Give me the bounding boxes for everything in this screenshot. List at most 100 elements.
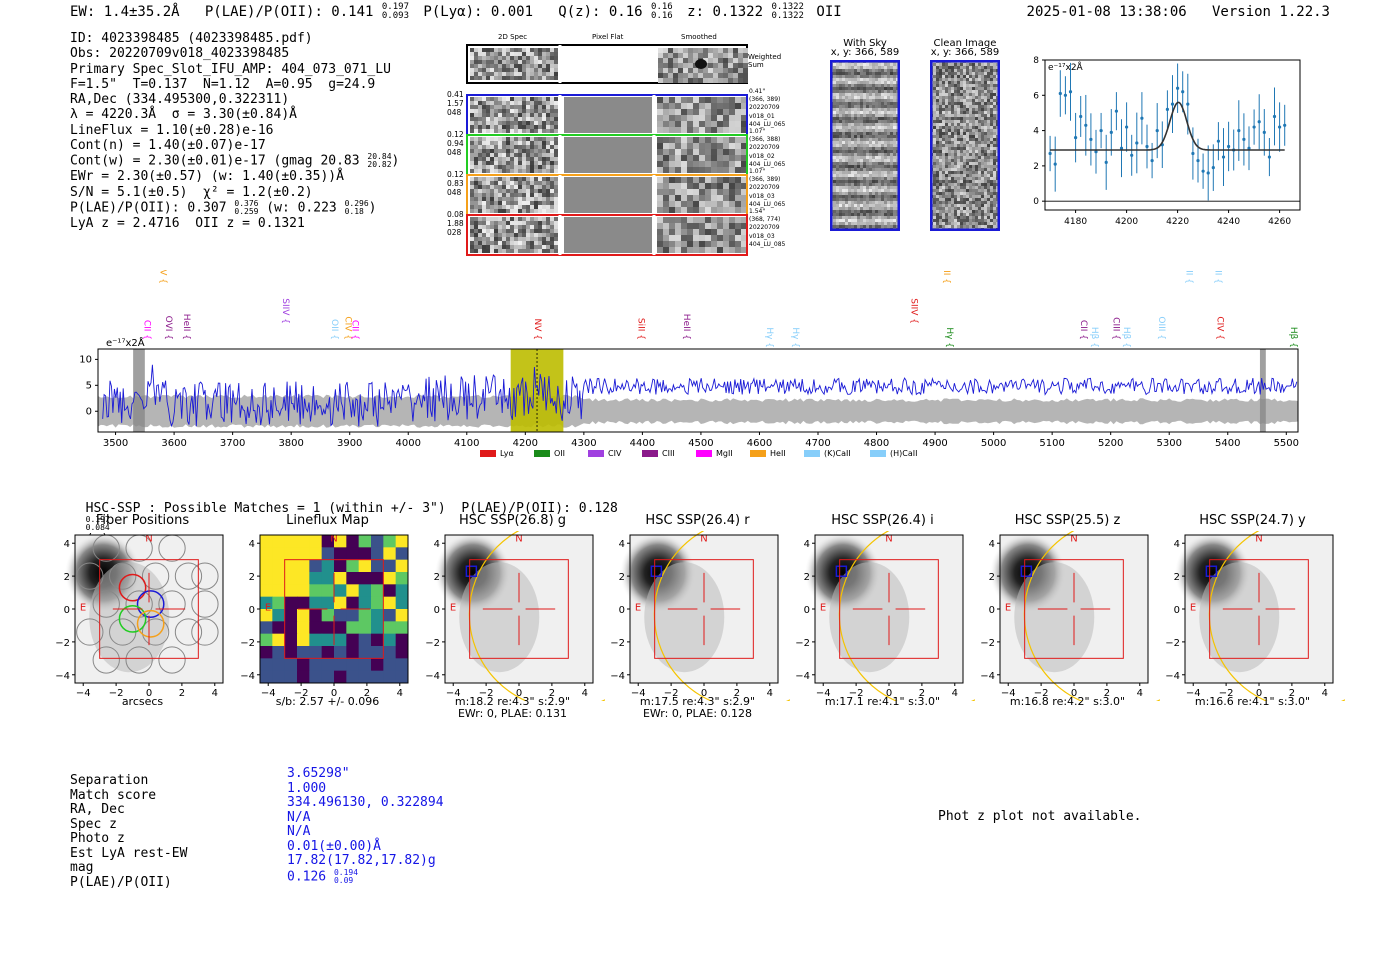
search-box: [1209, 559, 1309, 659]
cutout-title: HSC SSP(26.4) i: [831, 513, 934, 528]
fiber-circle: [141, 618, 170, 646]
fit-point: [1109, 130, 1113, 134]
fit-model-curve: [1050, 101, 1285, 151]
match-box: [650, 565, 663, 577]
cutout-y-tick: 4: [804, 539, 810, 550]
legend-swatch-3: [642, 450, 658, 457]
cutout-x-tick: 2: [179, 688, 185, 699]
spectrum-x-tick: 4300: [571, 438, 596, 449]
cutout-x-tick: −2: [849, 688, 864, 699]
cutout-panel-0: Fiber Positions N E −4 −4 −2 −2 0 0 2 2 4 4 arcsecs: [50, 513, 235, 728]
spectrum-x-tick: 4900: [922, 438, 947, 449]
cutout-y-tick: 0: [804, 605, 810, 616]
plae-hi: 0.197: [381, 2, 409, 12]
with-sky-coords: x, y: 366, 589: [830, 47, 900, 58]
cutout-x-tick: 2: [734, 688, 740, 699]
cutout-x-tick: 2: [919, 688, 925, 699]
cutout-y-tick: −2: [795, 638, 810, 649]
fit-point: [1094, 150, 1098, 154]
cutout-x-tick: −4: [261, 688, 276, 699]
cutout-image: N E −4 −4 −2 −2 0 0 2 2 4 4: [1165, 531, 1345, 701]
match-value-mag: 17.82(17.82,17.82)g: [287, 853, 436, 868]
with-sky-image: [829, 59, 902, 232]
info-line-contw: Cont(w) = 2.30(±0.01)e-17 (gmag 20.83 20…: [70, 152, 400, 170]
summary-header: EW: 1.4±35.2Å P(LAE)/P(OII): 0.141 0.197…: [70, 3, 842, 21]
match-value-radec: 334.496130, 0.322894: [287, 795, 444, 810]
fit-point: [1053, 162, 1057, 166]
plya-value: P(Lyα): 0.001: [423, 4, 533, 20]
fit-point: [1165, 107, 1169, 112]
clean-image-stamp: Clean Image x, y: 366, 589: [920, 38, 1010, 235]
north-label: N: [145, 534, 152, 545]
fit-point: [1221, 155, 1226, 159]
twod-left-label-0: 0.41 1.57 048: [447, 90, 464, 117]
spectrum-y-tick: 10: [79, 354, 92, 365]
cutout-y-tick: −2: [980, 638, 995, 649]
cutout-y-tick: 4: [989, 539, 995, 550]
qz-hi: 0.16: [651, 2, 673, 12]
twod-right-label-3: 1.54" (368, 774) 20220709 v018_03 404_LU_085: [749, 208, 786, 248]
full-spectrum-plot: 0 5 10 3500 3600 3700 3800 3900 4000 4100 4200 4300…: [79, 270, 1299, 458]
spectral-line-label: CII {: [350, 320, 360, 340]
cutout-y-tick: 2: [64, 572, 70, 583]
north-label: N: [515, 534, 522, 545]
z-lo: 0.1322: [771, 11, 804, 21]
cutout-x-tick: 2: [1289, 688, 1295, 699]
search-box: [99, 559, 199, 659]
fiber-circle: [76, 562, 104, 590]
twod-right-label-2: 1.07" (366, 389) 20220709 v018_03 404_LU_065: [749, 168, 786, 208]
spectral-line-label: CIII {: [1111, 317, 1121, 340]
spectral-line-label: SiII {: [635, 318, 645, 340]
cutout-x-tick: −2: [1034, 688, 1049, 699]
spectrum-y-tick: 0: [86, 406, 92, 417]
fit-point: [1252, 125, 1256, 129]
spectral-line-label: Hγ {: [790, 327, 800, 348]
twod-col-title-smooth: Smoothed: [681, 33, 717, 41]
legend-label-4: MgII: [716, 449, 733, 458]
spectrum-x-tick: 4600: [747, 438, 772, 449]
spectral-line-label: CII {: [1078, 320, 1088, 340]
pixel-flat-3: [564, 217, 652, 253]
spectrum-error-band: [98, 394, 1298, 428]
cutout-panel-2: HSC SSP(26.8) g N E −4 −4 −2 −2 0 0 2 2 4 4 m:18.2 re…: [420, 513, 605, 728]
match-box: [1205, 565, 1218, 577]
spectrum-x-tick: 4100: [454, 438, 479, 449]
cutout-y-tick: 0: [249, 605, 255, 616]
spectrum-x-tick: 3700: [220, 438, 245, 449]
match-plae-lo: 0.09: [333, 875, 354, 885]
twod-right-label-1: 1.07" (366, 388) 20220709 v018_02 404_LU_065: [749, 128, 786, 168]
fit-y-tick: 8: [1033, 56, 1039, 66]
fit-point: [1150, 158, 1154, 163]
hsc-match-hi: 0.197: [85, 515, 110, 524]
cutout-image: N E −4 −4 −2 −2 0 0 2 2 4 4: [795, 531, 975, 701]
spectrum-y-tick: 5: [86, 380, 92, 391]
cutout-image: N E −4 −4 −2 −2 0 0 2 2 4 4: [610, 531, 790, 701]
twod-right-label-0: 0.41" (366, 389) 20220709 v018_01 404_LU_065: [749, 88, 786, 128]
spectrum-x-tick: 3500: [103, 438, 128, 449]
match-label-specz: Spec z: [70, 816, 117, 832]
legend-swatch-0: [480, 450, 496, 457]
fit-point: [1201, 169, 1205, 173]
detection-info: ID: 4023398485 (4023398485.pdf) Obs: 202…: [70, 31, 450, 231]
north-label: N: [885, 534, 892, 545]
fit-point: [1242, 137, 1246, 142]
match-box: [465, 565, 478, 577]
spectral-line-label: Hγ {: [944, 327, 954, 348]
cutout-y-tick: −4: [55, 671, 70, 682]
cutout-caption: m:17.5 re:4.3" s:2.9" EWr: 0, PLAE: 0.128: [639, 695, 756, 720]
east-label: E: [450, 603, 456, 614]
fit-point: [1058, 91, 1062, 96]
north-label: N: [700, 534, 707, 545]
fiber-circle: [158, 590, 186, 618]
match-value-score: 1.000: [287, 780, 327, 796]
galaxy-halo: [89, 562, 170, 673]
fit-point: [1114, 109, 1118, 113]
cutout-x-tick: 2: [364, 688, 370, 699]
fiber-circle: [92, 590, 120, 618]
legend-label-6: (K)CaII: [824, 449, 851, 458]
fit-point: [1196, 158, 1200, 163]
spectrum-x-tick: 5500: [1274, 438, 1299, 449]
cutout-x-tick: 0: [516, 688, 522, 699]
with-sky-frame: [829, 59, 901, 232]
cutout-x-tick: 4: [397, 688, 403, 699]
